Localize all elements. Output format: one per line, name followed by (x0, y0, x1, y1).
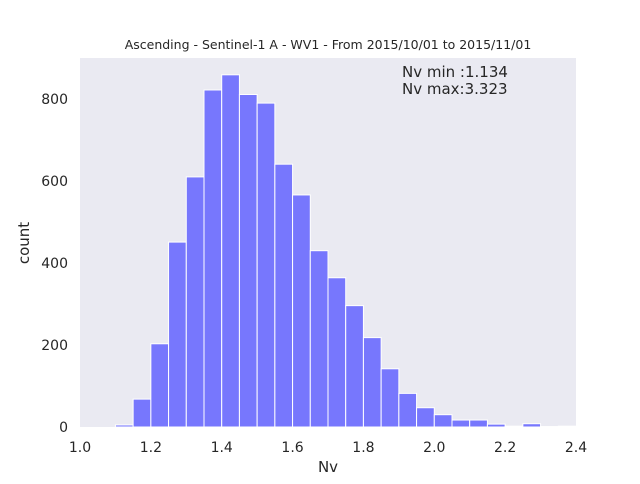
histogram-bar (275, 164, 293, 427)
x-tick-label: 1.8 (352, 440, 374, 456)
y-tick-label: 200 (41, 338, 68, 354)
x-tick-label: 2.4 (565, 440, 587, 456)
histogram-bar (186, 177, 204, 427)
x-tick-label: 2.2 (494, 440, 516, 456)
histogram-bar (151, 344, 169, 427)
histogram-bar (293, 195, 311, 427)
histogram-bar (115, 425, 133, 427)
x-tick-label: 1.4 (211, 440, 233, 456)
y-tick-label: 400 (41, 256, 68, 272)
annotation-nv-min: Nv min :1.134 (402, 63, 508, 81)
x-tick-label: 1.2 (140, 440, 162, 456)
histogram-bar (310, 251, 328, 427)
annotation-nv-max: Nv max:3.323 (402, 80, 508, 98)
histogram-bar (346, 306, 364, 427)
histogram-bar (505, 426, 523, 427)
y-tick-label: 0 (59, 420, 68, 436)
histogram-bar (222, 75, 240, 427)
histogram-bar (239, 94, 257, 427)
x-tick-label: 2.0 (423, 440, 445, 456)
x-axis-label: Nv (318, 458, 338, 476)
y-tick-label: 800 (41, 92, 68, 108)
histogram-bar (523, 424, 541, 427)
chart-title: Ascending - Sentinel-1 A - WV1 - From 20… (125, 37, 532, 52)
x-tick-label: 1.0 (69, 440, 91, 456)
histogram-bar (381, 369, 399, 427)
histogram-bar (417, 408, 435, 427)
histogram-bar (452, 420, 470, 427)
x-tick-label: 1.6 (281, 440, 303, 456)
histogram-bar (257, 103, 275, 427)
histogram-bar (487, 424, 505, 427)
histogram-bar (434, 415, 452, 427)
histogram-bar (204, 90, 222, 427)
histogram-bar (470, 420, 488, 427)
histogram-bar (169, 242, 187, 427)
histogram-bar (328, 278, 346, 427)
histogram-bar (133, 399, 151, 427)
y-tick-label: 600 (41, 174, 68, 190)
histogram-bar (399, 393, 417, 427)
histogram-bar (558, 426, 576, 427)
histogram-bar (363, 338, 381, 427)
y-axis-label: count (15, 222, 33, 264)
